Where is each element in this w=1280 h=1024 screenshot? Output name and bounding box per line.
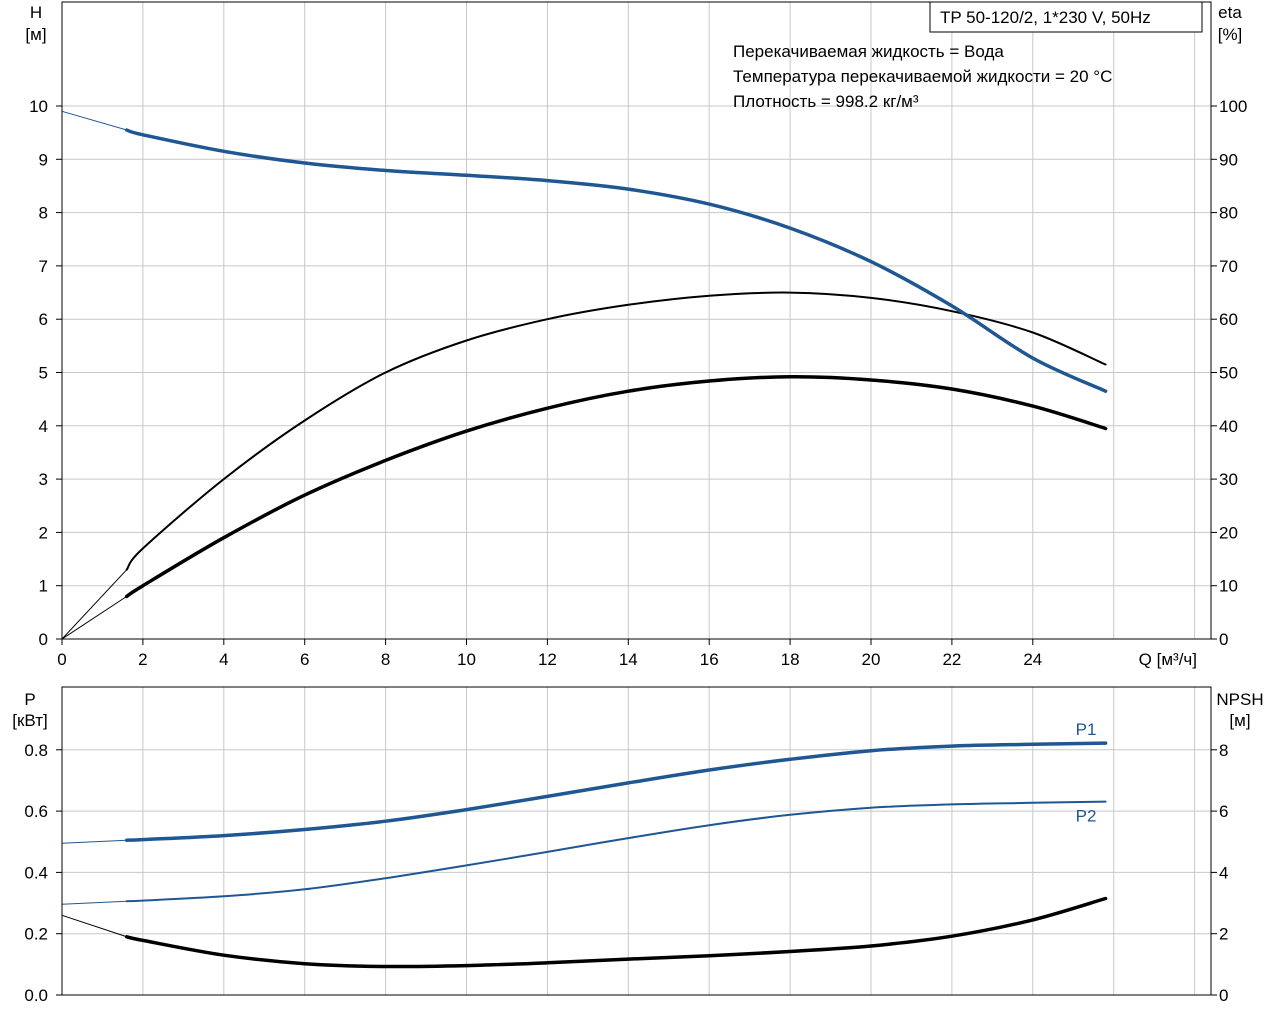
x-tick-label: 20 [862,650,881,669]
power-tick-label: 0.2 [24,925,48,944]
power-npsh-grid [62,687,1211,995]
efficiency-tick-label: 30 [1219,470,1238,489]
power-npsh-ticks: 0.0 0.2 0.4 0.6 0.8 0 2 4 6 8 [24,741,1228,1005]
info-line-density: Плотность = 998.2 кг/м³ [733,92,919,111]
head-axis-unit: [м] [25,25,46,44]
flow-axis-label: Q [м³/ч] [1139,650,1197,669]
power-axis-unit: [кВт] [12,711,47,730]
npsh-tick-label: 0 [1219,986,1228,1005]
x-tick-label: 0 [57,650,66,669]
head-tick-label: 0 [39,630,48,649]
head-efficiency-curves [61,110,1108,640]
efficiency-tick-label: 50 [1219,364,1238,383]
efficiency-tick-label: 70 [1219,257,1238,276]
power-axis-label: P [24,690,35,709]
x-tick-label: 6 [300,650,309,669]
npsh-tick-label: 2 [1219,925,1228,944]
head-tick-label: 7 [39,257,48,276]
x-tick-label: 2 [138,650,147,669]
head-curve [124,128,1108,393]
head-efficiency-grid [62,2,1211,639]
pump-title: TP 50-120/2, 1*230 V, 50Hz [940,8,1151,27]
head-tick-label: 1 [39,577,48,596]
efficiency-axis-label: eta [1218,3,1242,22]
x-tick-label: 10 [457,650,476,669]
efficiency-curve-eta-total-extension [61,595,127,640]
power-npsh-frame [61,686,1212,996]
efficiency-tick-label: 40 [1219,417,1238,436]
npsh-axis-label: NPSH [1216,690,1263,709]
head-efficiency-ticks: 0 2 4 6 8 10 12 14 16 18 20 22 240123456789100102030… [29,97,1247,669]
power-p1-curve [124,741,1108,842]
npsh-curve-extension [61,914,127,938]
series-label-p2: P2 [1076,807,1097,826]
efficiency-tick-label: 0 [1219,630,1228,649]
npsh-tick-label: 8 [1219,741,1228,760]
head-tick-label: 8 [39,204,48,223]
head-curve-extension [61,110,127,131]
info-line-liquid: Перекачиваемая жидкость = Вода [733,42,1004,61]
head-tick-label: 4 [39,417,48,436]
efficiency-curve-eta [125,291,1107,571]
head-tick-label: 3 [39,470,48,489]
efficiency-axis-unit: [%] [1218,25,1243,44]
power-p1-curve-extension [61,839,127,844]
power-tick-label: 0.8 [24,741,48,760]
x-tick-label: 4 [219,650,228,669]
info-line-temperature: Температура перекачиваемой жидкости = 20… [733,67,1112,86]
efficiency-tick-label: 80 [1219,204,1238,223]
head-tick-label: 10 [29,97,48,116]
x-tick-label: 22 [942,650,961,669]
npsh-tick-label: 6 [1219,802,1228,821]
efficiency-tick-label: 20 [1219,523,1238,542]
series-label-p1: P1 [1076,720,1097,739]
npsh-tick-label: 4 [1219,863,1228,882]
power-npsh-curves [61,741,1108,969]
efficiency-tick-label: 10 [1219,577,1238,596]
head-tick-label: 9 [39,150,48,169]
x-tick-label: 24 [1023,650,1042,669]
power-tick-label: 0.6 [24,802,48,821]
head-tick-label: 6 [39,310,48,329]
head-efficiency-panel: 0 2 4 6 8 10 12 14 16 18 20 22 240123456789100102030… [25,1,1247,669]
pump-title-box [929,1,1203,33]
x-tick-label: 8 [381,650,390,669]
npsh-axis-unit: [м] [1229,711,1250,730]
efficiency-tick-label: 60 [1219,310,1238,329]
power-p2-curve-extension [61,900,127,905]
x-tick-label: 14 [619,650,638,669]
efficiency-tick-label: 100 [1219,97,1247,116]
power-p2-curve [125,800,1107,903]
power-tick-label: 0.0 [24,986,48,1005]
head-efficiency-frame [61,1,1212,640]
head-tick-label: 5 [39,364,48,383]
head-tick-label: 2 [39,523,48,542]
efficiency-curve-eta-total [124,375,1108,599]
power-npsh-panel: 0.0 0.2 0.4 0.6 0.8 0 2 4 6 8 P [кВт] NPSH [м] P1… [12,686,1264,1005]
efficiency-curve-eta-extension [61,569,128,640]
npsh-curve [124,896,1108,969]
x-tick-label: 18 [781,650,800,669]
efficiency-tick-label: 90 [1219,150,1238,169]
x-tick-label: 16 [700,650,719,669]
power-tick-label: 0.4 [24,863,48,882]
head-axis-label: H [30,3,42,22]
x-tick-label: 12 [538,650,557,669]
